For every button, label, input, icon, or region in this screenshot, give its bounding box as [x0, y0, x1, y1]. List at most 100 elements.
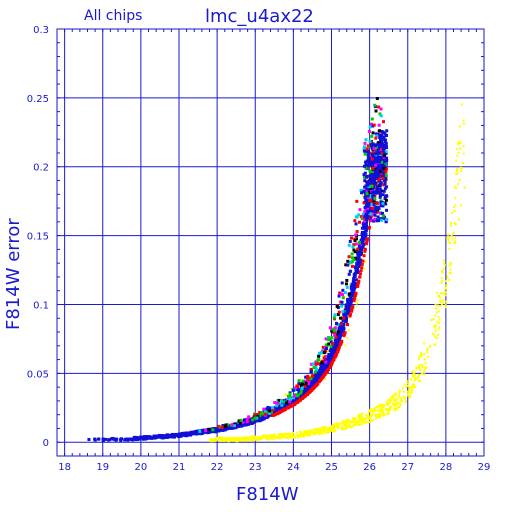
blue-point [178, 434, 182, 438]
blue-point [346, 298, 350, 302]
yellow-point [408, 396, 411, 399]
yellow-point [449, 261, 452, 264]
yellow-point [439, 296, 442, 299]
cluster-point [378, 169, 382, 173]
yellow-point [377, 406, 380, 409]
yellow-point [362, 418, 365, 421]
yellow-point [427, 355, 430, 358]
colored-point [352, 258, 356, 262]
colored-point [329, 340, 333, 344]
cluster-point [381, 204, 385, 208]
blue-point [357, 252, 361, 256]
yellow-point [366, 421, 369, 424]
cluster-point [363, 141, 367, 145]
cluster-point [363, 145, 367, 149]
cluster-point [379, 183, 383, 187]
yellow-point [358, 423, 361, 426]
colored-point [379, 114, 383, 118]
cluster-point [374, 152, 378, 156]
yellow-point [446, 275, 449, 278]
yellow-point [303, 432, 306, 435]
yellow-point [241, 439, 244, 442]
blue-point [260, 416, 264, 420]
yellow-point [341, 420, 344, 423]
colored-point [220, 425, 224, 429]
blue-point [349, 291, 353, 295]
blue-point [330, 346, 334, 350]
cluster-point [366, 153, 370, 157]
yellow-point [441, 271, 444, 274]
blue-point [339, 333, 343, 337]
blue-point [343, 308, 347, 312]
colored-point [263, 412, 267, 416]
colored-point [353, 219, 357, 223]
colored-point [381, 120, 385, 124]
yellow-point [461, 167, 464, 170]
yellow-point [405, 400, 408, 403]
yellow-point [453, 185, 456, 188]
blue-point [349, 296, 353, 300]
yellow-point [385, 408, 388, 411]
yellow-point [410, 387, 413, 390]
yellow-point [302, 435, 305, 438]
yellow-point [442, 301, 445, 304]
blue-point [96, 437, 100, 441]
yellow-point [315, 432, 318, 435]
yellow-point [244, 436, 247, 439]
cluster-point [381, 193, 385, 197]
yellow-point [458, 125, 461, 128]
cluster-point [382, 189, 386, 193]
blue-point [382, 148, 386, 152]
yellow-point [235, 440, 238, 443]
colored-point [368, 139, 372, 143]
yellow-point [225, 437, 228, 440]
cluster-point [367, 161, 371, 165]
yellow-point [331, 426, 334, 429]
blue-point [364, 229, 368, 233]
yellow-point [451, 211, 454, 214]
yellow-point [276, 436, 279, 439]
colored-point [339, 316, 343, 320]
yellow-point [440, 281, 443, 284]
yellow-point [382, 411, 385, 414]
yellow-point [448, 264, 451, 267]
yellow-point [410, 392, 413, 395]
cluster-point [363, 216, 367, 220]
colored-point [288, 395, 292, 399]
yellow-point [457, 218, 460, 221]
colored-point [310, 362, 314, 366]
yellow-point [441, 270, 444, 273]
yellow-point [363, 421, 366, 424]
yellow-point [389, 400, 392, 403]
yellow-point [462, 162, 465, 165]
cluster-point [375, 160, 379, 164]
yellow-point [254, 435, 257, 438]
cluster-point [384, 173, 388, 177]
yellow-point [394, 394, 397, 397]
yellow-point [447, 236, 450, 239]
colored-point [337, 310, 341, 314]
yellow-point [458, 140, 461, 143]
colored-point [226, 423, 230, 427]
blue-point [370, 164, 374, 168]
yellow-point [431, 332, 434, 335]
blue-point [196, 430, 200, 434]
colored-point [249, 419, 253, 423]
colored-point [350, 252, 354, 256]
blue-point [355, 271, 359, 275]
yellow-point [392, 396, 395, 399]
blue-point [305, 387, 309, 391]
yellow-point [411, 389, 414, 392]
colored-point [266, 411, 270, 415]
yellow-point [341, 425, 344, 428]
yellow-point [296, 431, 299, 434]
cluster-point [382, 156, 386, 160]
yellow-point [215, 439, 218, 442]
colored-point [314, 362, 318, 366]
yellow-point [348, 283, 351, 286]
yellow-point [436, 333, 439, 336]
yellow-point [396, 397, 399, 400]
yellow-point [439, 292, 442, 295]
colored-point [300, 387, 304, 391]
blue-point [177, 432, 181, 436]
